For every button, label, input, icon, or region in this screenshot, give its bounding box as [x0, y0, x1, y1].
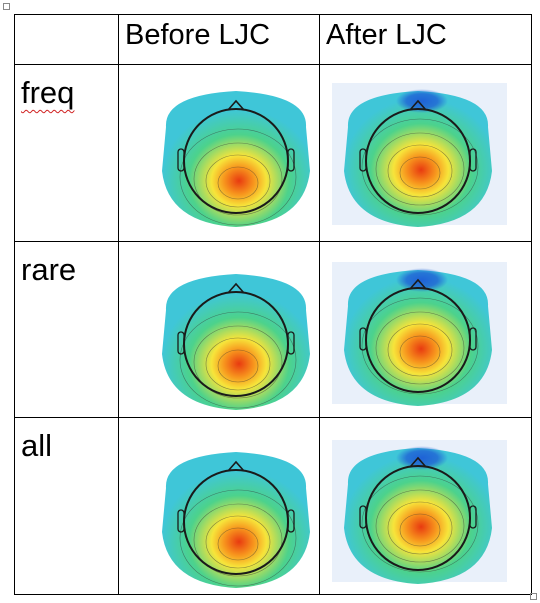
- contour-line: [179, 128, 297, 226]
- contour-line: [375, 132, 465, 206]
- left-ear-outline: [359, 327, 367, 351]
- contour-line: [193, 142, 283, 216]
- contour-line: [361, 475, 479, 573]
- topomap-all-after: [319, 417, 532, 595]
- nose-outline: [409, 456, 427, 468]
- contour-line: [217, 349, 259, 383]
- contour-line: [217, 527, 259, 561]
- scalp-map-all-after: [332, 440, 507, 584]
- contour-line: [205, 337, 271, 391]
- left-ear-outline: [359, 505, 367, 529]
- negative-region: [396, 89, 448, 113]
- contour-line: [179, 489, 297, 587]
- header-before-label: Before LJC: [125, 19, 271, 51]
- contour-line: [399, 156, 441, 190]
- left-ear-outline: [177, 331, 185, 355]
- contour-line: [193, 325, 283, 399]
- contour-line: [217, 166, 259, 200]
- comparison-table: Before LJC After LJC freq rare all: [14, 14, 532, 595]
- right-ear-outline: [287, 331, 295, 355]
- header-after-label: After LJC: [326, 19, 447, 51]
- row-label-all: all: [21, 428, 53, 463]
- nose-outline: [409, 278, 427, 290]
- topomap-freq-after: [319, 64, 532, 242]
- topomap-rare-before: [118, 241, 320, 418]
- scalp-map-freq-before: [162, 91, 310, 227]
- row-label-freq: freq: [21, 75, 75, 110]
- header-before: Before LJC: [118, 14, 320, 65]
- table-resize-handle[interactable]: [530, 593, 537, 600]
- row-label-cell-freq: freq: [14, 64, 119, 242]
- topomap-rare-after: [319, 241, 532, 418]
- contour-line: [387, 501, 453, 555]
- contour-line: [375, 489, 465, 563]
- contour-line: [399, 513, 441, 547]
- right-ear-outline: [287, 148, 295, 172]
- negative-region: [396, 268, 448, 292]
- nose-outline: [227, 99, 245, 111]
- contour-line: [375, 311, 465, 385]
- contour-line: [361, 297, 479, 395]
- row-label-cell-rare: rare: [14, 241, 119, 418]
- row-label-rare: rare: [21, 252, 77, 287]
- scalp-map-freq-after: [332, 83, 507, 227]
- right-ear-outline: [469, 505, 477, 529]
- table-anchor-marker: [3, 3, 10, 10]
- topomap-freq-before: [118, 64, 320, 242]
- left-ear-outline: [177, 509, 185, 533]
- contour-line: [179, 311, 297, 409]
- contour-line: [361, 118, 479, 216]
- corner-cell: [14, 14, 119, 65]
- contour-line: [205, 154, 271, 208]
- nose-outline: [409, 99, 427, 111]
- row-label-cell-all: all: [14, 417, 119, 595]
- scalp-map-rare-after: [332, 262, 507, 406]
- negative-region: [396, 446, 448, 470]
- contour-line: [387, 144, 453, 198]
- contour-line: [399, 335, 441, 369]
- left-ear-outline: [177, 148, 185, 172]
- nose-outline: [227, 460, 245, 472]
- header-after: After LJC: [319, 14, 532, 65]
- contour-line: [193, 503, 283, 577]
- right-ear-outline: [287, 509, 295, 533]
- left-ear-outline: [359, 148, 367, 172]
- scalp-map-all-before: [162, 452, 310, 588]
- contour-line: [387, 323, 453, 377]
- scalp-map-rare-before: [162, 274, 310, 410]
- right-ear-outline: [469, 148, 477, 172]
- right-ear-outline: [469, 327, 477, 351]
- nose-outline: [227, 282, 245, 294]
- topomap-all-before: [118, 417, 320, 595]
- contour-line: [205, 515, 271, 569]
